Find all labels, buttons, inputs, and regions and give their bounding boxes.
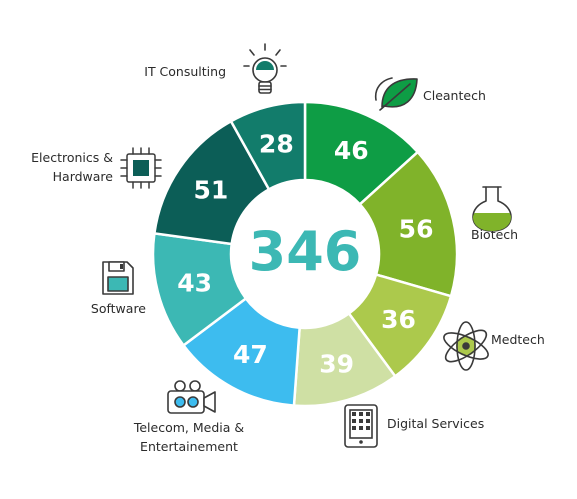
donut-values: 46 56 36 39 47 43 51 28 xyxy=(177,130,433,379)
label-electronics-hardware: Electronics & Hardware xyxy=(31,150,113,184)
label-biotech: Biotech xyxy=(471,227,518,242)
value-telecom-media-entertainement: 47 xyxy=(233,340,268,369)
leaf-icon xyxy=(374,77,418,111)
video-camera-icon xyxy=(167,380,216,414)
label-medtech: Medtech xyxy=(491,332,545,347)
label-software: Software xyxy=(91,301,146,316)
donut-slices xyxy=(151,100,459,408)
value-digital-services: 39 xyxy=(319,350,354,379)
label-cleantech: Cleantech xyxy=(423,88,486,103)
flask-icon xyxy=(472,186,512,232)
label-it-consulting: IT Consulting xyxy=(144,64,226,79)
total-value: 346 xyxy=(249,220,362,283)
value-biotech: 56 xyxy=(399,214,434,243)
slice-it-consulting xyxy=(229,100,307,192)
value-medtech: 36 xyxy=(381,305,416,334)
label-digital-services: Digital Services xyxy=(387,416,484,431)
label-telecom-media: Telecom, Media & Entertainement xyxy=(133,420,245,454)
lightbulb-icon xyxy=(243,43,287,94)
tablet-icon xyxy=(344,404,378,448)
chip-icon xyxy=(120,147,162,189)
value-cleantech: 46 xyxy=(334,136,369,165)
slice-biotech xyxy=(358,150,459,298)
atom-icon xyxy=(443,321,489,371)
value-it-consulting: 28 xyxy=(259,130,294,159)
floppy-disk-icon xyxy=(102,261,134,295)
value-software: 43 xyxy=(177,269,212,298)
value-electronics-hardware: 51 xyxy=(193,176,228,205)
